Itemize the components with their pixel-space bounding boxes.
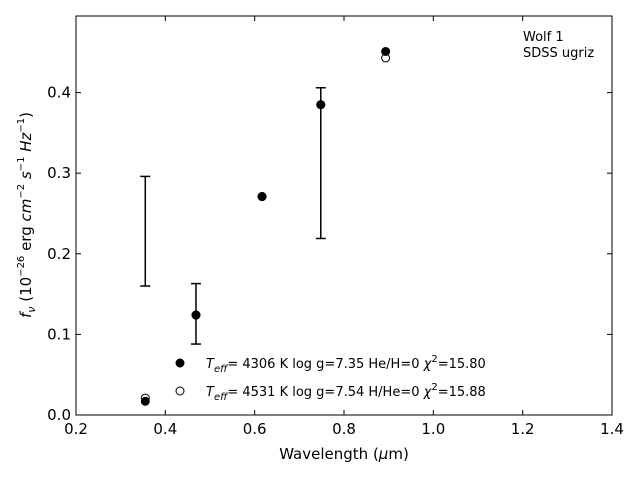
data-point-filled	[191, 310, 201, 320]
y-tick-label: 0.3	[47, 164, 71, 182]
data-point-filled	[257, 192, 267, 202]
y-axis: 0.0 0.1 0.2 0.3 0.4	[47, 84, 612, 424]
legend-marker-open	[175, 386, 185, 396]
y-tick-label: 0.1	[47, 325, 71, 343]
x-tick-label: 0.6	[243, 420, 267, 438]
legend-label: Teff= 4531 K log g=7.54 H/He=0 χ2=15.88	[206, 382, 486, 403]
legend-marker-filled	[175, 358, 185, 368]
x-axis-label: Wavelength (μm)	[279, 445, 409, 463]
data-points	[140, 46, 391, 406]
x-tick-label: 0.8	[332, 420, 356, 438]
annotation-line: Wolf 1	[523, 30, 564, 45]
plot-area	[75, 15, 613, 416]
x-axis: 0.2 0.4 0.6 0.8 1.0 1.2 1.4	[64, 16, 624, 438]
data-point-filled	[140, 396, 150, 406]
y-tick-label: 0.0	[47, 406, 71, 424]
y-tick-label: 0.2	[47, 245, 71, 263]
x-tick-label: 1.0	[421, 420, 445, 438]
x-tick-label: 0.4	[153, 420, 177, 438]
error-bar	[315, 86, 326, 240]
error-bar	[140, 175, 151, 287]
data-point-filled	[316, 100, 326, 110]
legend: Teff= 4306 K log g=7.35 He/H=0 χ2=15.80 T…	[175, 354, 486, 403]
y-tick-label: 0.4	[47, 84, 71, 102]
x-tick-label: 1.2	[511, 420, 535, 438]
x-tick-label: 0.2	[64, 420, 88, 438]
y-axis-label: fν (10−26 erg cm−2 s−1 Hz−1)	[16, 112, 38, 318]
legend-label: Teff= 4306 K log g=7.35 He/H=0 χ2=15.80	[206, 354, 486, 375]
x-tick-label: 1.4	[600, 420, 624, 438]
data-point-filled	[381, 46, 391, 56]
annotation-line: SDSS ugriz	[523, 46, 594, 61]
